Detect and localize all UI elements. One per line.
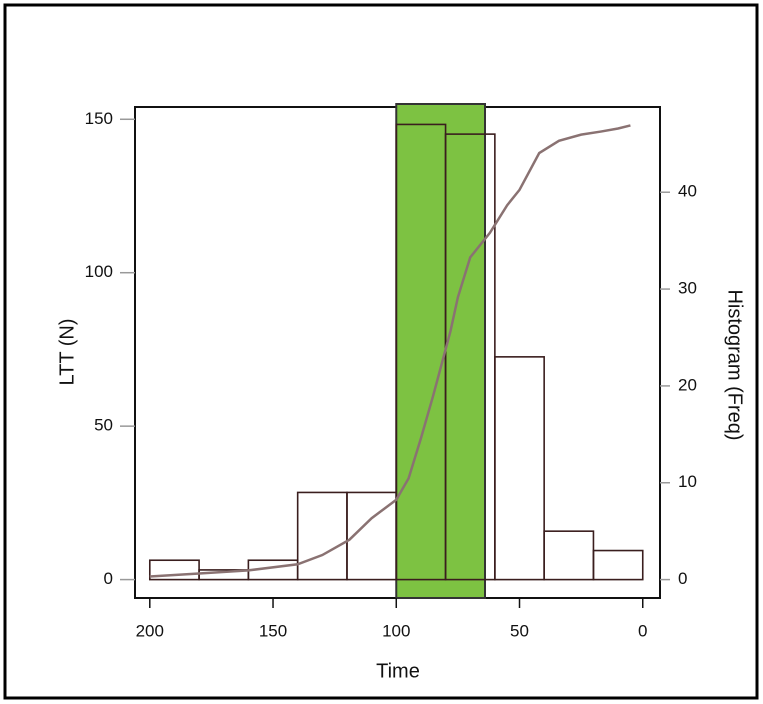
- y2-tick-label: 30: [678, 279, 697, 298]
- y2-tick-label: 0: [678, 569, 687, 588]
- histogram-bar: [494, 356, 545, 581]
- x-tick-label: 150: [259, 621, 287, 640]
- ltt-line: [149, 124, 631, 578]
- y2-axis-title: Histogram (Freq): [724, 289, 746, 440]
- y-tick-label: 50: [94, 416, 113, 435]
- y2-tick-label: 40: [678, 182, 697, 201]
- y-axis-title: LTT (N): [56, 318, 78, 385]
- x-tick-label: 100: [382, 621, 410, 640]
- histogram-bar: [592, 549, 644, 581]
- y2-tick-label: 10: [678, 472, 697, 491]
- x-axis-title: Time: [376, 660, 420, 682]
- y-tick-label: 100: [85, 262, 113, 281]
- y-tick-label: 150: [85, 109, 113, 128]
- x-tick-label: 0: [638, 621, 647, 640]
- y-tick-label: 0: [104, 569, 113, 588]
- x-tick-label: 50: [510, 621, 529, 640]
- frame: [3, 3, 759, 700]
- y2-tick-label: 20: [678, 375, 697, 394]
- highlight-band: [395, 103, 486, 599]
- x-tick-label: 200: [136, 621, 164, 640]
